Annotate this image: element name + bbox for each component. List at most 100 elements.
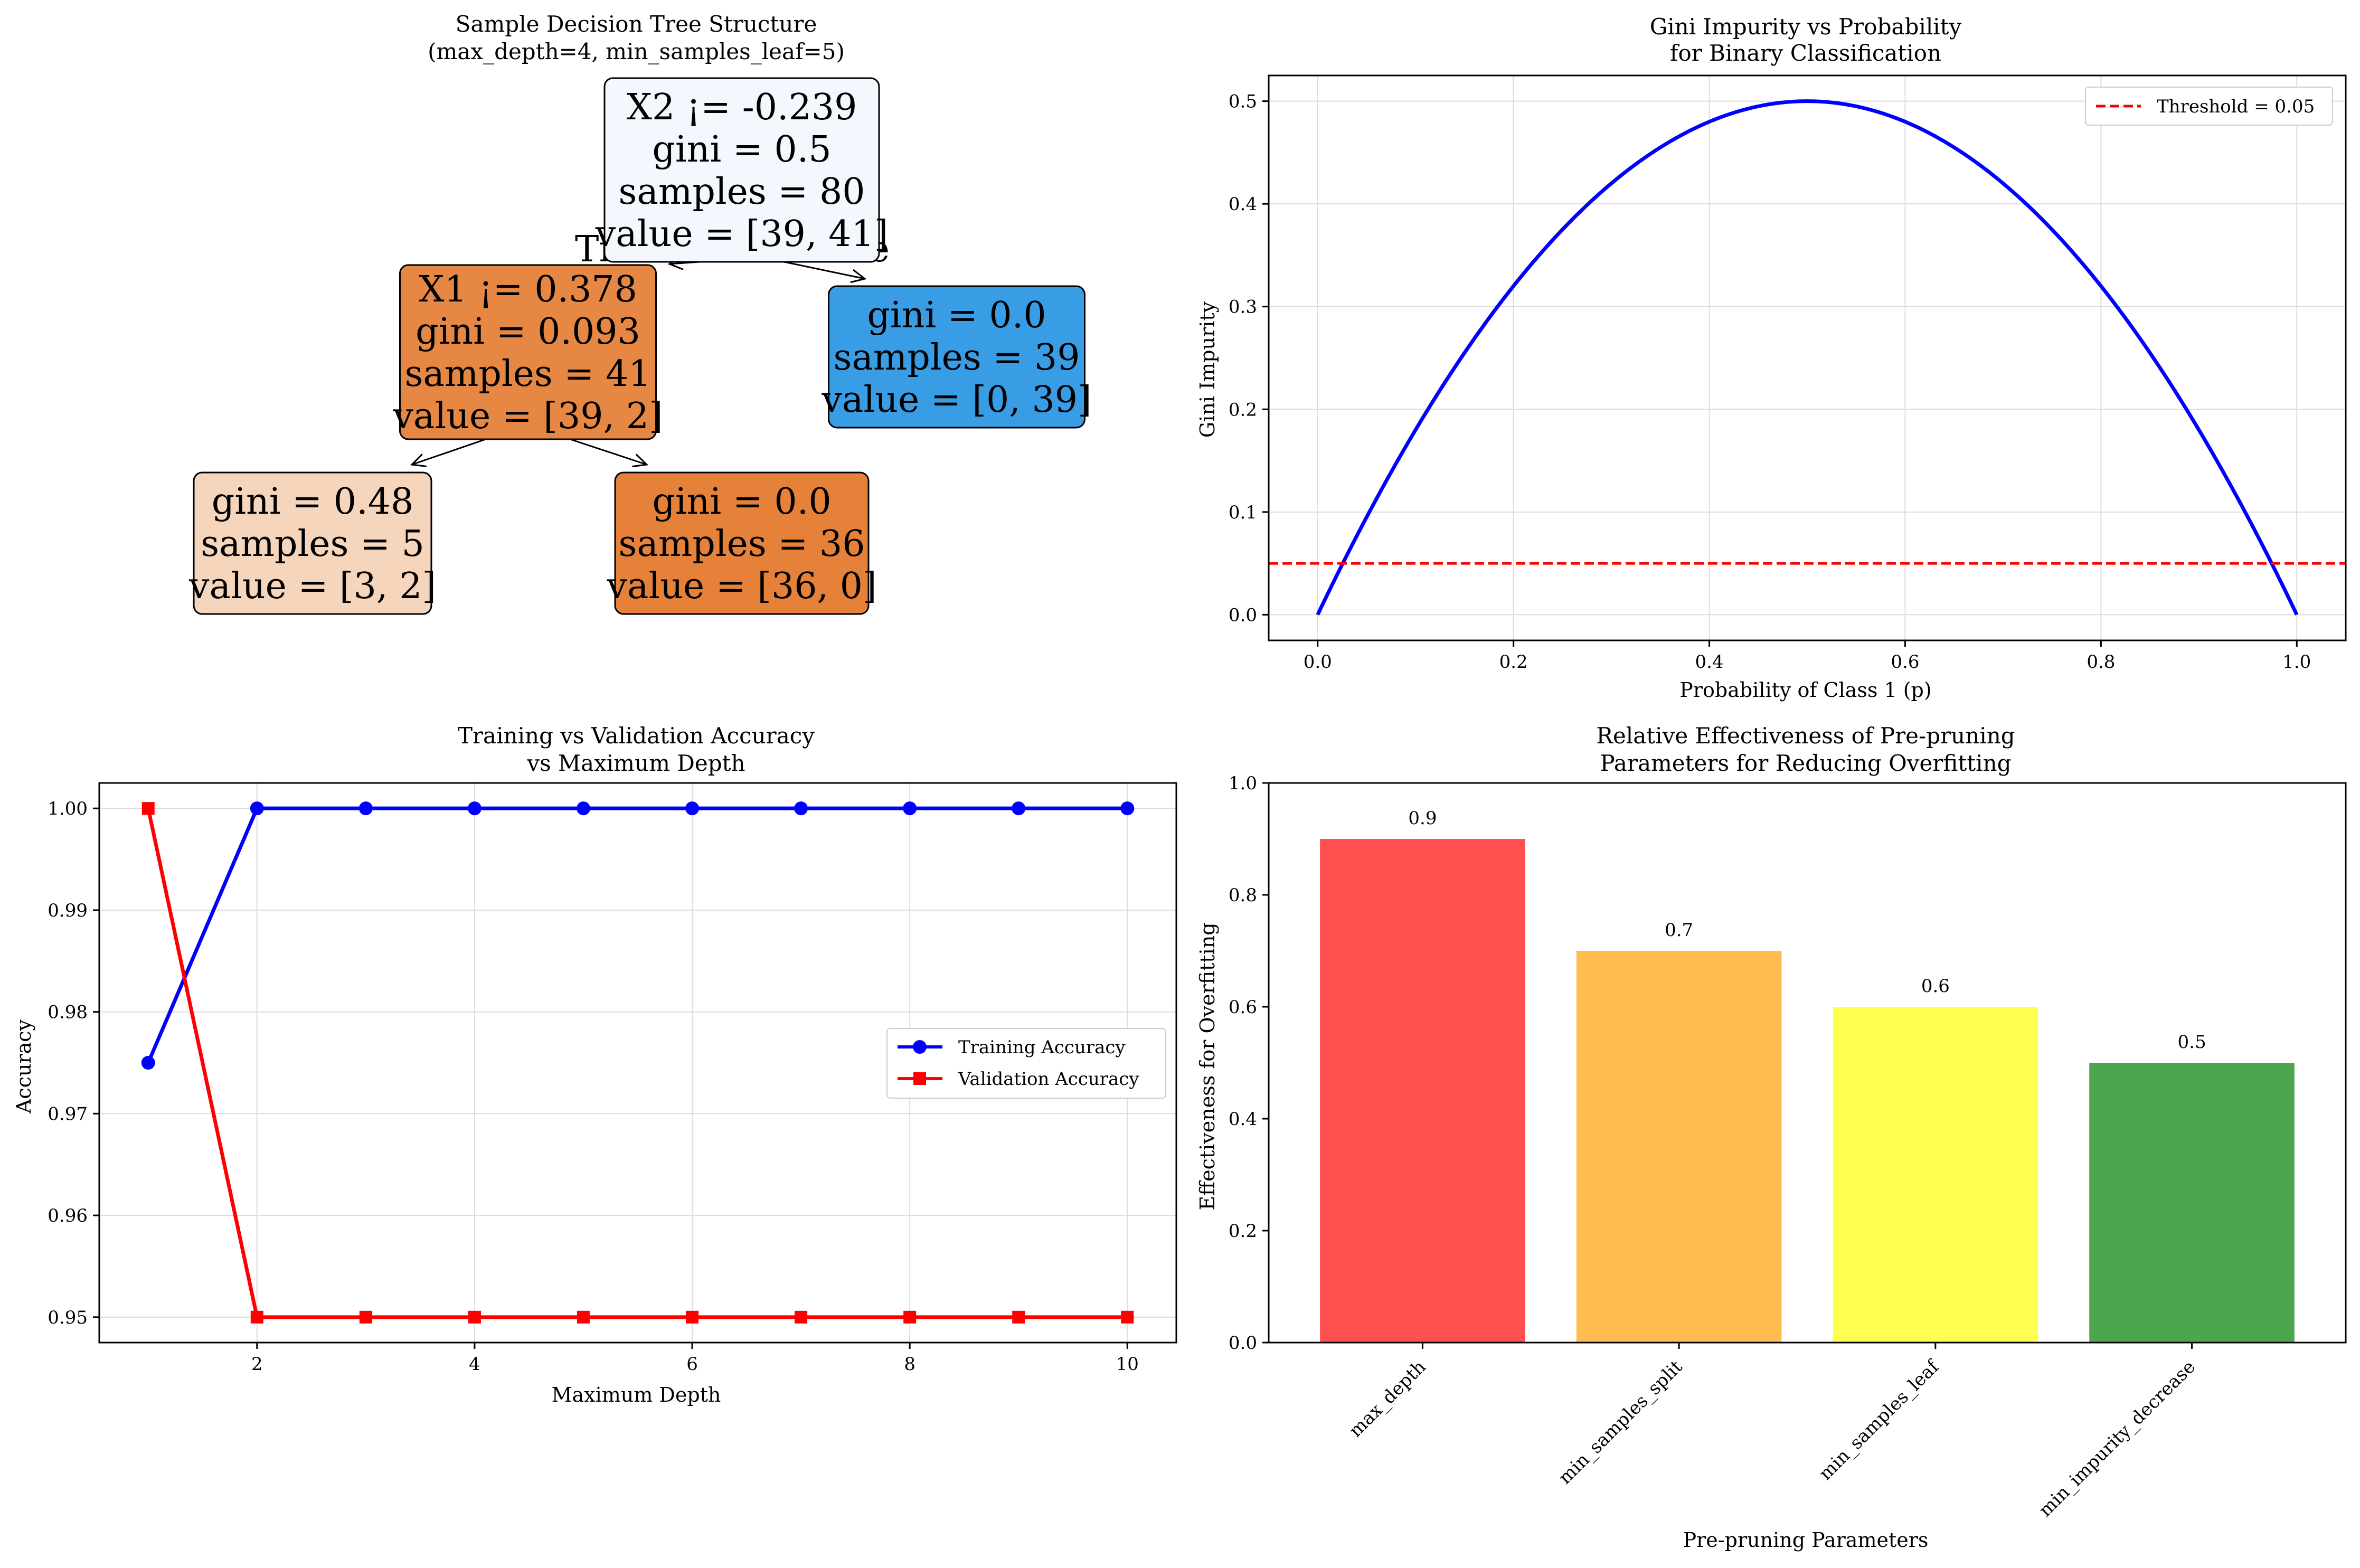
validation-legend-marker — [913, 1072, 926, 1085]
tree-node-line: gini = 0.0 — [867, 295, 1046, 336]
x-tick-label: 0.4 — [1695, 651, 1724, 673]
validation-accuracy-point — [1121, 1310, 1134, 1324]
gini-legend: Threshold = 0.05 — [2085, 87, 2333, 126]
tree-panel: Sample Decision Tree Structure (max_dept… — [188, 11, 1092, 615]
bar-value-label: 0.6 — [1921, 976, 1950, 997]
validation-accuracy-point — [359, 1310, 372, 1324]
tree-node-line: gini = 0.5 — [652, 129, 831, 171]
bar-min_samples_leaf — [1833, 1007, 2038, 1343]
effectiveness-ylabel: Effectiveness for Overfitting — [1196, 922, 1219, 1210]
x-tick-label: 0.0 — [1304, 651, 1332, 673]
gini-panel: Gini Impurity vs Probability for Binary … — [1196, 14, 2347, 702]
tree-node-line: samples = 5 — [201, 523, 424, 565]
y-tick-label: 0.1 — [1229, 502, 1257, 523]
effectiveness-subtitle: Parameters for Reducing Overfitting — [1600, 750, 2011, 776]
y-tick-label: 0.6 — [1229, 997, 1257, 1018]
accuracy-panel: Training vs Validation Accuracy vs Maxim… — [12, 723, 1177, 1406]
tree-subtitle: (max_depth=4, min_samples_leaf=5) — [428, 39, 845, 64]
y-tick-label: 0.99 — [48, 900, 88, 921]
x-tick-label: 6 — [686, 1354, 698, 1375]
training-accuracy-point — [141, 1056, 155, 1070]
y-tick-label: 1.00 — [48, 798, 88, 819]
validation-accuracy-point — [795, 1310, 808, 1324]
training-accuracy-point — [1120, 801, 1135, 816]
tree-node-line: gini = 0.093 — [416, 311, 640, 353]
validation-accuracy-point — [1012, 1310, 1025, 1324]
validation-accuracy-point — [468, 1310, 481, 1324]
x-tick-label: 8 — [904, 1354, 915, 1375]
tree-node-box — [193, 471, 432, 615]
bar-max_depth — [1320, 839, 1525, 1343]
tree-node-line: gini = 0.0 — [652, 481, 831, 523]
accuracy-legend: Training Accuracy Validation Accuracy — [886, 1028, 1166, 1099]
y-tick-label: 0.0 — [1229, 604, 1257, 626]
training-accuracy-point — [250, 801, 264, 816]
training-accuracy-point — [576, 801, 590, 816]
training-legend-marker — [913, 1040, 927, 1054]
validation-accuracy-point — [577, 1310, 590, 1324]
accuracy-legend-box — [886, 1028, 1166, 1099]
gini-title: Gini Impurity vs Probability — [1650, 14, 1962, 40]
tree-node-line: value = [36, 0] — [606, 565, 876, 607]
tree-node-line: value = [39, 41] — [595, 213, 888, 255]
y-tick-label: 0.98 — [48, 1002, 88, 1023]
gini-ylabel: Gini Impurity — [1196, 301, 1219, 438]
tree-edge-root-right — [783, 261, 867, 284]
y-tick-label: 0.97 — [48, 1103, 88, 1125]
accuracy-title: Training vs Validation Accuracy — [458, 723, 815, 749]
threshold-legend-label: Threshold = 0.05 — [2157, 96, 2315, 117]
tree-node-box — [828, 285, 1085, 429]
tree-edge-left-leftleft — [410, 438, 486, 467]
bar-value-label: 0.7 — [1665, 920, 1693, 941]
validation-legend-label: Validation Accuracy — [958, 1069, 1139, 1090]
y-tick-label: 0.96 — [48, 1205, 88, 1226]
accuracy-subtitle: vs Maximum Depth — [526, 750, 745, 776]
training-accuracy-point — [903, 801, 917, 816]
tree-node-line: value = [3, 2] — [188, 565, 436, 607]
x-tick-label: min_samples_split — [1554, 1356, 1686, 1488]
tree-title: Sample Decision Tree Structure — [456, 11, 817, 37]
plot-frame — [1268, 782, 2347, 1344]
bar-min_samples_split — [1576, 951, 1782, 1343]
bar-value-label: 0.5 — [2178, 1032, 2206, 1053]
training-legend-label: Training Accuracy — [958, 1037, 1126, 1058]
x-tick-label: min_samples_leaf — [1815, 1355, 1944, 1484]
gini-curve — [1316, 99, 2299, 616]
bar-min_impurity_decrease — [2089, 1063, 2295, 1343]
validation-accuracy-point — [250, 1310, 263, 1324]
training-accuracy-point — [794, 801, 808, 816]
training-accuracy-point — [1012, 801, 1026, 816]
tree-node-box — [614, 471, 870, 615]
validation-accuracy-point — [141, 802, 155, 815]
y-tick-label: 0.0 — [1229, 1333, 1257, 1354]
gini-legend-box — [2085, 87, 2333, 126]
training-accuracy-point — [358, 801, 373, 816]
gini-plot: 0.0 0.2 0.4 0.6 0.8 1.0 0.0 0.1 0.2 0.3 0.4 0.5 — [1229, 74, 2347, 673]
tree-edge-left-leftright — [570, 438, 649, 468]
bar-value-label: 0.9 — [1408, 808, 1437, 829]
effectiveness-title: Relative Effectiveness of Pre-pruning — [1596, 723, 2015, 749]
effectiveness-xlabel: Pre-pruning Parameters — [1683, 1528, 1929, 1552]
tree-node-line: value = [0, 39] — [821, 379, 1091, 421]
x-tick-label: 10 — [1116, 1354, 1139, 1375]
effectiveness-panel: Relative Effectiveness of Pre-pruning Pa… — [1196, 723, 2347, 1552]
y-tick-label: 1.0 — [1229, 773, 1257, 794]
x-tick-label: max_depth — [1345, 1356, 1430, 1441]
tree-node-line: X2 ¡= -0.239 — [627, 87, 857, 128]
validation-accuracy-point — [903, 1310, 917, 1324]
effectiveness-plot: 0.0 0.2 0.4 0.6 0.8 1.0 0.9 max_depth 0.7 min_sam… — [1229, 773, 2347, 1521]
x-tick-label: 4 — [469, 1354, 480, 1375]
gini-xlabel: Probability of Class 1 (p) — [1679, 678, 1931, 702]
x-tick-label: min_impurity_decrease — [2035, 1356, 2199, 1521]
tree-node-line: X1 ¡= 0.378 — [419, 269, 637, 310]
y-tick-label: 0.8 — [1229, 885, 1257, 906]
x-tick-label: 1.0 — [2282, 651, 2311, 673]
x-tick-label: 0.6 — [1891, 651, 1919, 673]
